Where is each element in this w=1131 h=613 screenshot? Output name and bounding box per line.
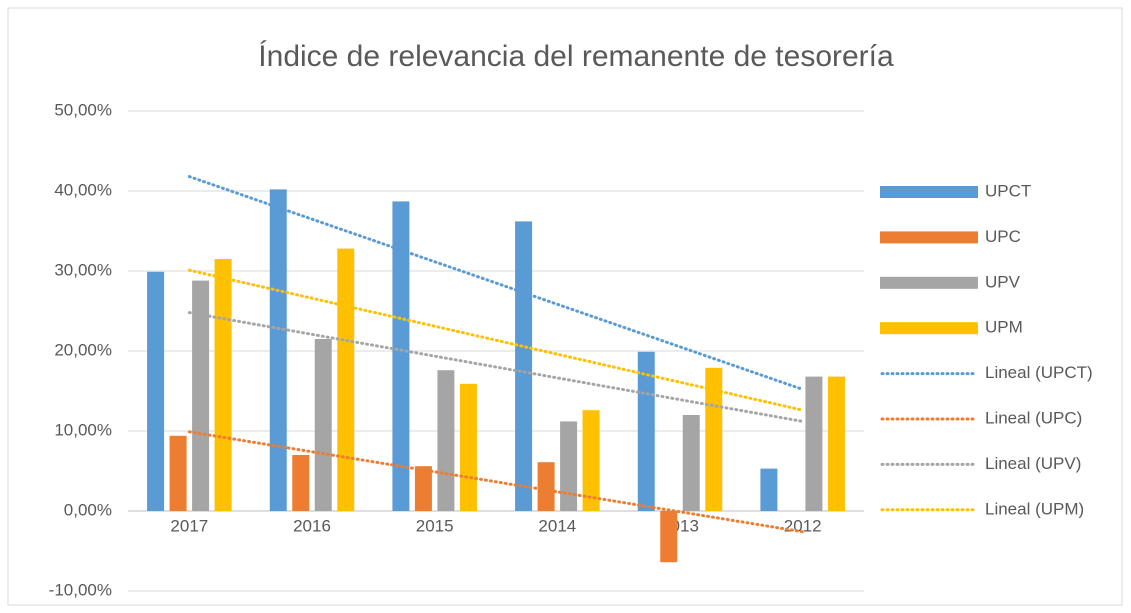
legend-label: UPV: [985, 272, 1021, 291]
bar: [827, 376, 845, 511]
legend-label: UPM: [985, 318, 1023, 337]
legend-swatch: [880, 186, 978, 198]
x-tick-label: 2016: [293, 516, 331, 535]
trendline: [187, 311, 805, 423]
legend-swatch: [880, 276, 978, 289]
bar: [682, 415, 700, 511]
bar: [537, 462, 555, 511]
bar: [337, 248, 355, 511]
bar: [515, 221, 533, 511]
bar: [705, 367, 723, 511]
y-tick-label: -10,00%: [49, 580, 112, 599]
legend-swatch: [880, 231, 978, 244]
legend-label: Lineal (UPC): [985, 408, 1082, 427]
y-tick-label: 0,00%: [64, 500, 112, 519]
legend-label: UPC: [985, 227, 1021, 246]
bar: [314, 339, 332, 511]
chart-title: Índice de relevancia del remanente de te…: [258, 40, 894, 73]
bar: [292, 455, 310, 511]
legend-label: Lineal (UPV): [985, 454, 1081, 473]
bar: [169, 435, 187, 511]
legend-label: UPCT: [985, 181, 1031, 200]
trendline: [187, 175, 805, 391]
y-tick-label: 30,00%: [54, 260, 112, 279]
bar: [214, 259, 232, 511]
chart-border: [7, 7, 1123, 606]
bar: [459, 383, 477, 511]
bar: [582, 410, 600, 511]
bar: [805, 376, 823, 511]
x-tick-label: 2017: [170, 516, 208, 535]
trendline: [187, 268, 805, 412]
bar: [414, 466, 432, 511]
legend-swatch: [880, 322, 978, 335]
legend-label: Lineal (UPCT): [985, 363, 1093, 382]
bar: [660, 511, 678, 563]
bar: [560, 421, 578, 511]
bar: [269, 189, 287, 511]
bar: [147, 271, 165, 511]
bar: [192, 280, 210, 511]
trendline: [187, 430, 805, 534]
x-tick-label: 2015: [416, 516, 454, 535]
bar: [437, 370, 455, 511]
legend-label: Lineal (UPM): [985, 499, 1084, 518]
y-tick-label: 10,00%: [54, 420, 112, 439]
y-tick-label: 50,00%: [54, 100, 112, 119]
bar: [760, 468, 778, 511]
y-tick-label: 20,00%: [54, 340, 112, 359]
bar: [392, 201, 410, 511]
y-tick-label: 40,00%: [54, 180, 112, 199]
x-tick-label: 2014: [538, 516, 576, 535]
